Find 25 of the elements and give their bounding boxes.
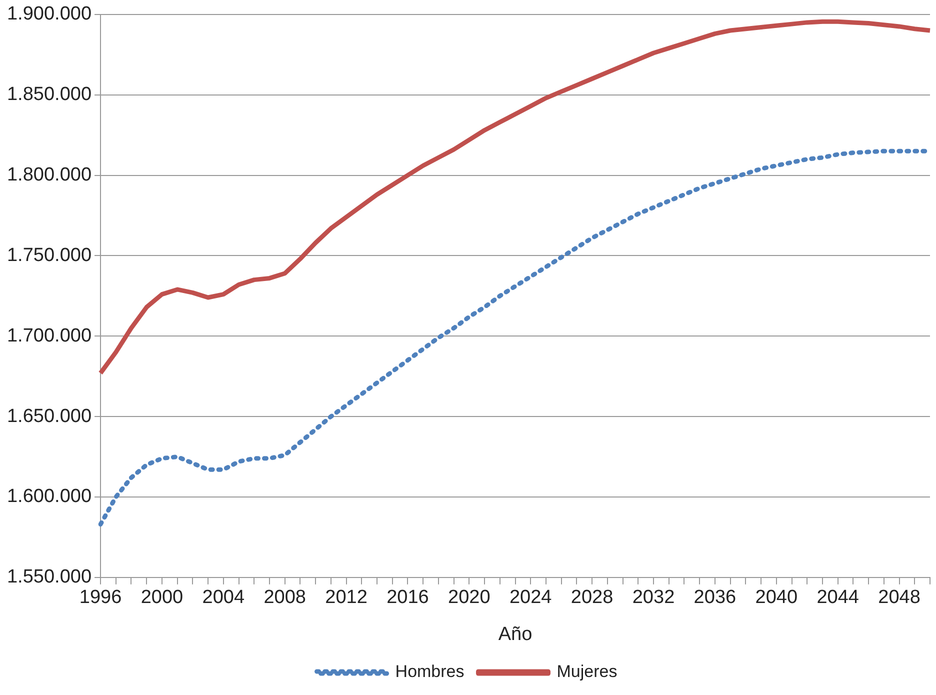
x-tick-label: 2016 [386, 587, 429, 608]
x-tick-label: 2004 [202, 587, 245, 608]
legend-label: Mujeres [556, 662, 618, 682]
x-tick-label: 2048 [878, 587, 920, 608]
x-tick-label: 2028 [570, 587, 614, 608]
x-tick-label: 2044 [816, 587, 860, 608]
x-tick-label: 2032 [632, 587, 675, 608]
x-tick-label: 2012 [325, 587, 368, 608]
y-tick-label: 1.700.000 [6, 325, 92, 346]
y-tick-label: 1.650.000 [6, 406, 92, 427]
x-axis-title: Año [498, 624, 532, 645]
y-tick-label: 1.550.000 [6, 566, 92, 588]
x-tick-label: 2024 [509, 587, 552, 608]
x-tick-label: 2040 [755, 587, 798, 608]
x-tick-label: 2020 [448, 587, 490, 608]
y-tick-label: 1.600.000 [6, 486, 92, 508]
x-tick-label: 2000 [140, 587, 184, 608]
y-tick-label: 1.850.000 [6, 84, 92, 106]
y-tick-label: 1.750.000 [6, 244, 92, 266]
y-tick-label: 1.800.000 [6, 164, 92, 186]
legend-label: Hombres [395, 662, 464, 682]
y-tick-label: 1.900.000 [6, 4, 92, 25]
x-tick-label: 2008 [264, 587, 306, 608]
x-tick-label: 1996 [79, 587, 122, 608]
x-tick-label: 2036 [694, 587, 736, 608]
